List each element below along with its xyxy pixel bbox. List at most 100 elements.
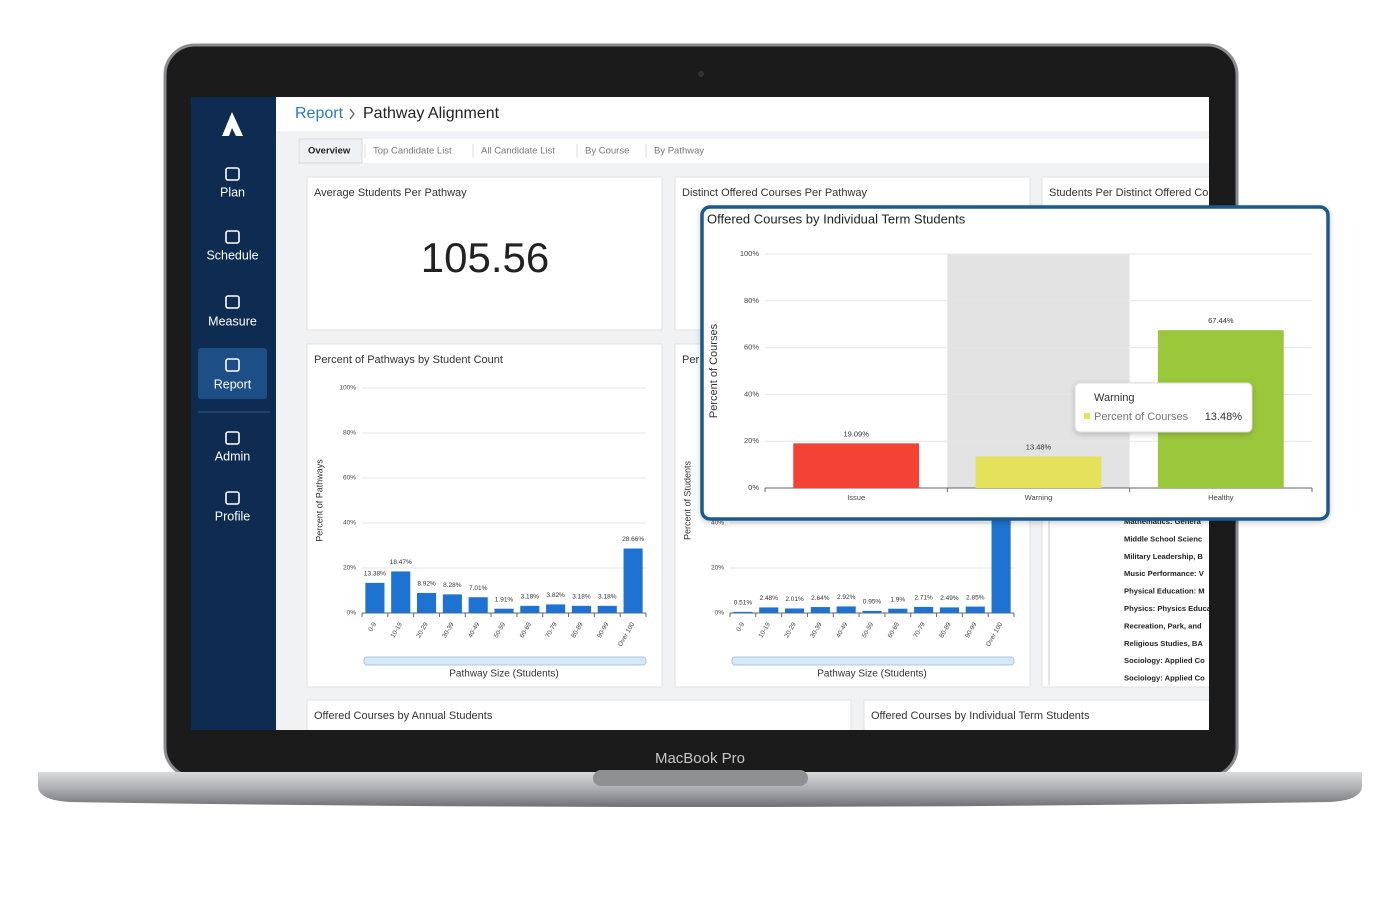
x-axis-label: Pathway Size (Students) (449, 669, 559, 680)
value-label: 13.48% (1026, 442, 1052, 451)
bar (571, 605, 592, 613)
tooltip-title: Warning (1094, 392, 1135, 404)
card (306, 176, 663, 331)
bar (468, 597, 488, 613)
bar (416, 592, 437, 613)
tooltip-value: 13.48% (1205, 411, 1243, 423)
tab[interactable]: By Pathway (654, 146, 704, 157)
tooltip-series: Percent of Courses (1094, 411, 1189, 423)
x-tick-label: Issue (847, 493, 865, 502)
course-item: Physics: Physics Educa (1124, 604, 1212, 613)
card (306, 343, 663, 688)
laptop-base (38, 772, 1362, 807)
bar (965, 606, 985, 613)
sidebar-icon (225, 358, 240, 372)
sidebar-item[interactable]: Report (214, 377, 252, 391)
y-tick-label: 60% (744, 343, 759, 352)
bar (975, 456, 1102, 488)
y-tick-label: 20% (343, 565, 356, 572)
bar (391, 571, 411, 613)
tab-active-bg (298, 138, 363, 164)
tooltip-swatch (1084, 413, 1090, 419)
breadcrumb-chevron (349, 108, 355, 120)
card (863, 699, 1209, 730)
y-tick-label: 40% (343, 520, 356, 527)
y-tick-label: 100% (339, 385, 356, 392)
value-label: 2.71% (914, 595, 933, 602)
tab[interactable]: By Course (585, 146, 629, 157)
value-label: 2.49% (940, 595, 959, 602)
base-notch (593, 770, 808, 786)
value-label: 67.44% (1208, 316, 1234, 325)
sidebar-item[interactable]: Plan (220, 185, 245, 199)
bar (888, 608, 908, 613)
x-tick-label: Healthy (1208, 493, 1234, 502)
card-title: Distinct Offered Courses Per Pathway (682, 187, 868, 199)
y-tick-label: 40% (711, 520, 724, 527)
sidebar-item[interactable]: Profile (215, 509, 250, 523)
bar (914, 606, 934, 613)
breadcrumb-current: Pathway Alignment (363, 105, 500, 122)
bar (784, 608, 805, 613)
value-label: 28.66% (622, 536, 644, 543)
bar (939, 607, 960, 613)
x-tick-label: 0-9 (367, 621, 378, 633)
sidebar-icon (225, 491, 240, 505)
course-item: Religious Studies, BA (1124, 639, 1203, 648)
course-item: Recreation, Park, and (1124, 621, 1202, 630)
y-tick-label: 40% (744, 389, 759, 398)
x-axis-label: Pathway Size (Students) (817, 669, 927, 680)
value-label: 2.64% (811, 595, 830, 602)
course-item: Sociology: Applied Co (1124, 674, 1205, 683)
sidebar-icon (225, 167, 240, 181)
sidebar-icon (225, 431, 240, 445)
hover-band (947, 254, 1130, 488)
tab-bar (298, 139, 1209, 163)
scrollbar[interactable] (731, 656, 1015, 666)
tab[interactable]: Overview (308, 146, 351, 157)
tab[interactable]: Top Candidate List (373, 146, 452, 157)
y-tick-label: 0% (748, 483, 759, 492)
y-tick-label: 80% (343, 430, 356, 437)
value-label: 0.95% (863, 599, 882, 606)
sidebar-item[interactable]: Admin (215, 449, 250, 463)
y-tick-label: 0% (715, 610, 725, 617)
y-tick-label: 80% (744, 296, 759, 305)
value-label: 0.51% (734, 600, 753, 607)
card-title: Average Students Per Pathway (314, 187, 467, 199)
course-item: Mathematics: Genera (1124, 517, 1202, 526)
device-label: MacBook Pro (655, 750, 745, 767)
sidebar (191, 97, 276, 730)
chart-title: Percent of Pathways by Student Count (314, 354, 503, 366)
y-axis-label: Percent of Students (682, 460, 692, 540)
sidebar-item[interactable]: Schedule (206, 248, 258, 262)
bar (733, 611, 753, 613)
popup-title: Offered Courses by Individual Term Stude… (707, 211, 966, 226)
card-title: Offered Courses by Annual Students (314, 710, 493, 722)
sidebar-item[interactable]: Measure (208, 314, 257, 328)
scrollbar[interactable] (363, 656, 647, 666)
bar (494, 608, 514, 613)
value-label: 8.28% (443, 582, 462, 589)
header-bar (276, 97, 1209, 131)
bar (810, 607, 830, 613)
logo[interactable] (222, 112, 243, 136)
value-label: 2.01% (785, 596, 804, 603)
y-tick-label: 20% (744, 436, 759, 445)
value-label: 3.18% (572, 594, 591, 601)
value-label: 2.92% (837, 594, 856, 601)
y-axis-label: Percent of Courses (708, 323, 720, 418)
breadcrumb-link[interactable]: Report (295, 105, 344, 122)
kpi-value: 105.56 (421, 234, 549, 281)
card-title: Offered Courses by Individual Term Stude… (871, 710, 1090, 722)
course-item: Military Leadership, B (1124, 552, 1203, 561)
chart-title: Per (682, 354, 699, 366)
y-tick-label: 0% (347, 610, 357, 617)
bar (597, 605, 617, 613)
value-label: 2.48% (760, 595, 779, 602)
tab[interactable]: All Candidate List (481, 146, 555, 157)
y-axis-label: Percent of Pathways (314, 459, 324, 542)
value-label: 3.18% (598, 594, 617, 601)
course-item: Sociology: Applied Co (1124, 656, 1205, 665)
